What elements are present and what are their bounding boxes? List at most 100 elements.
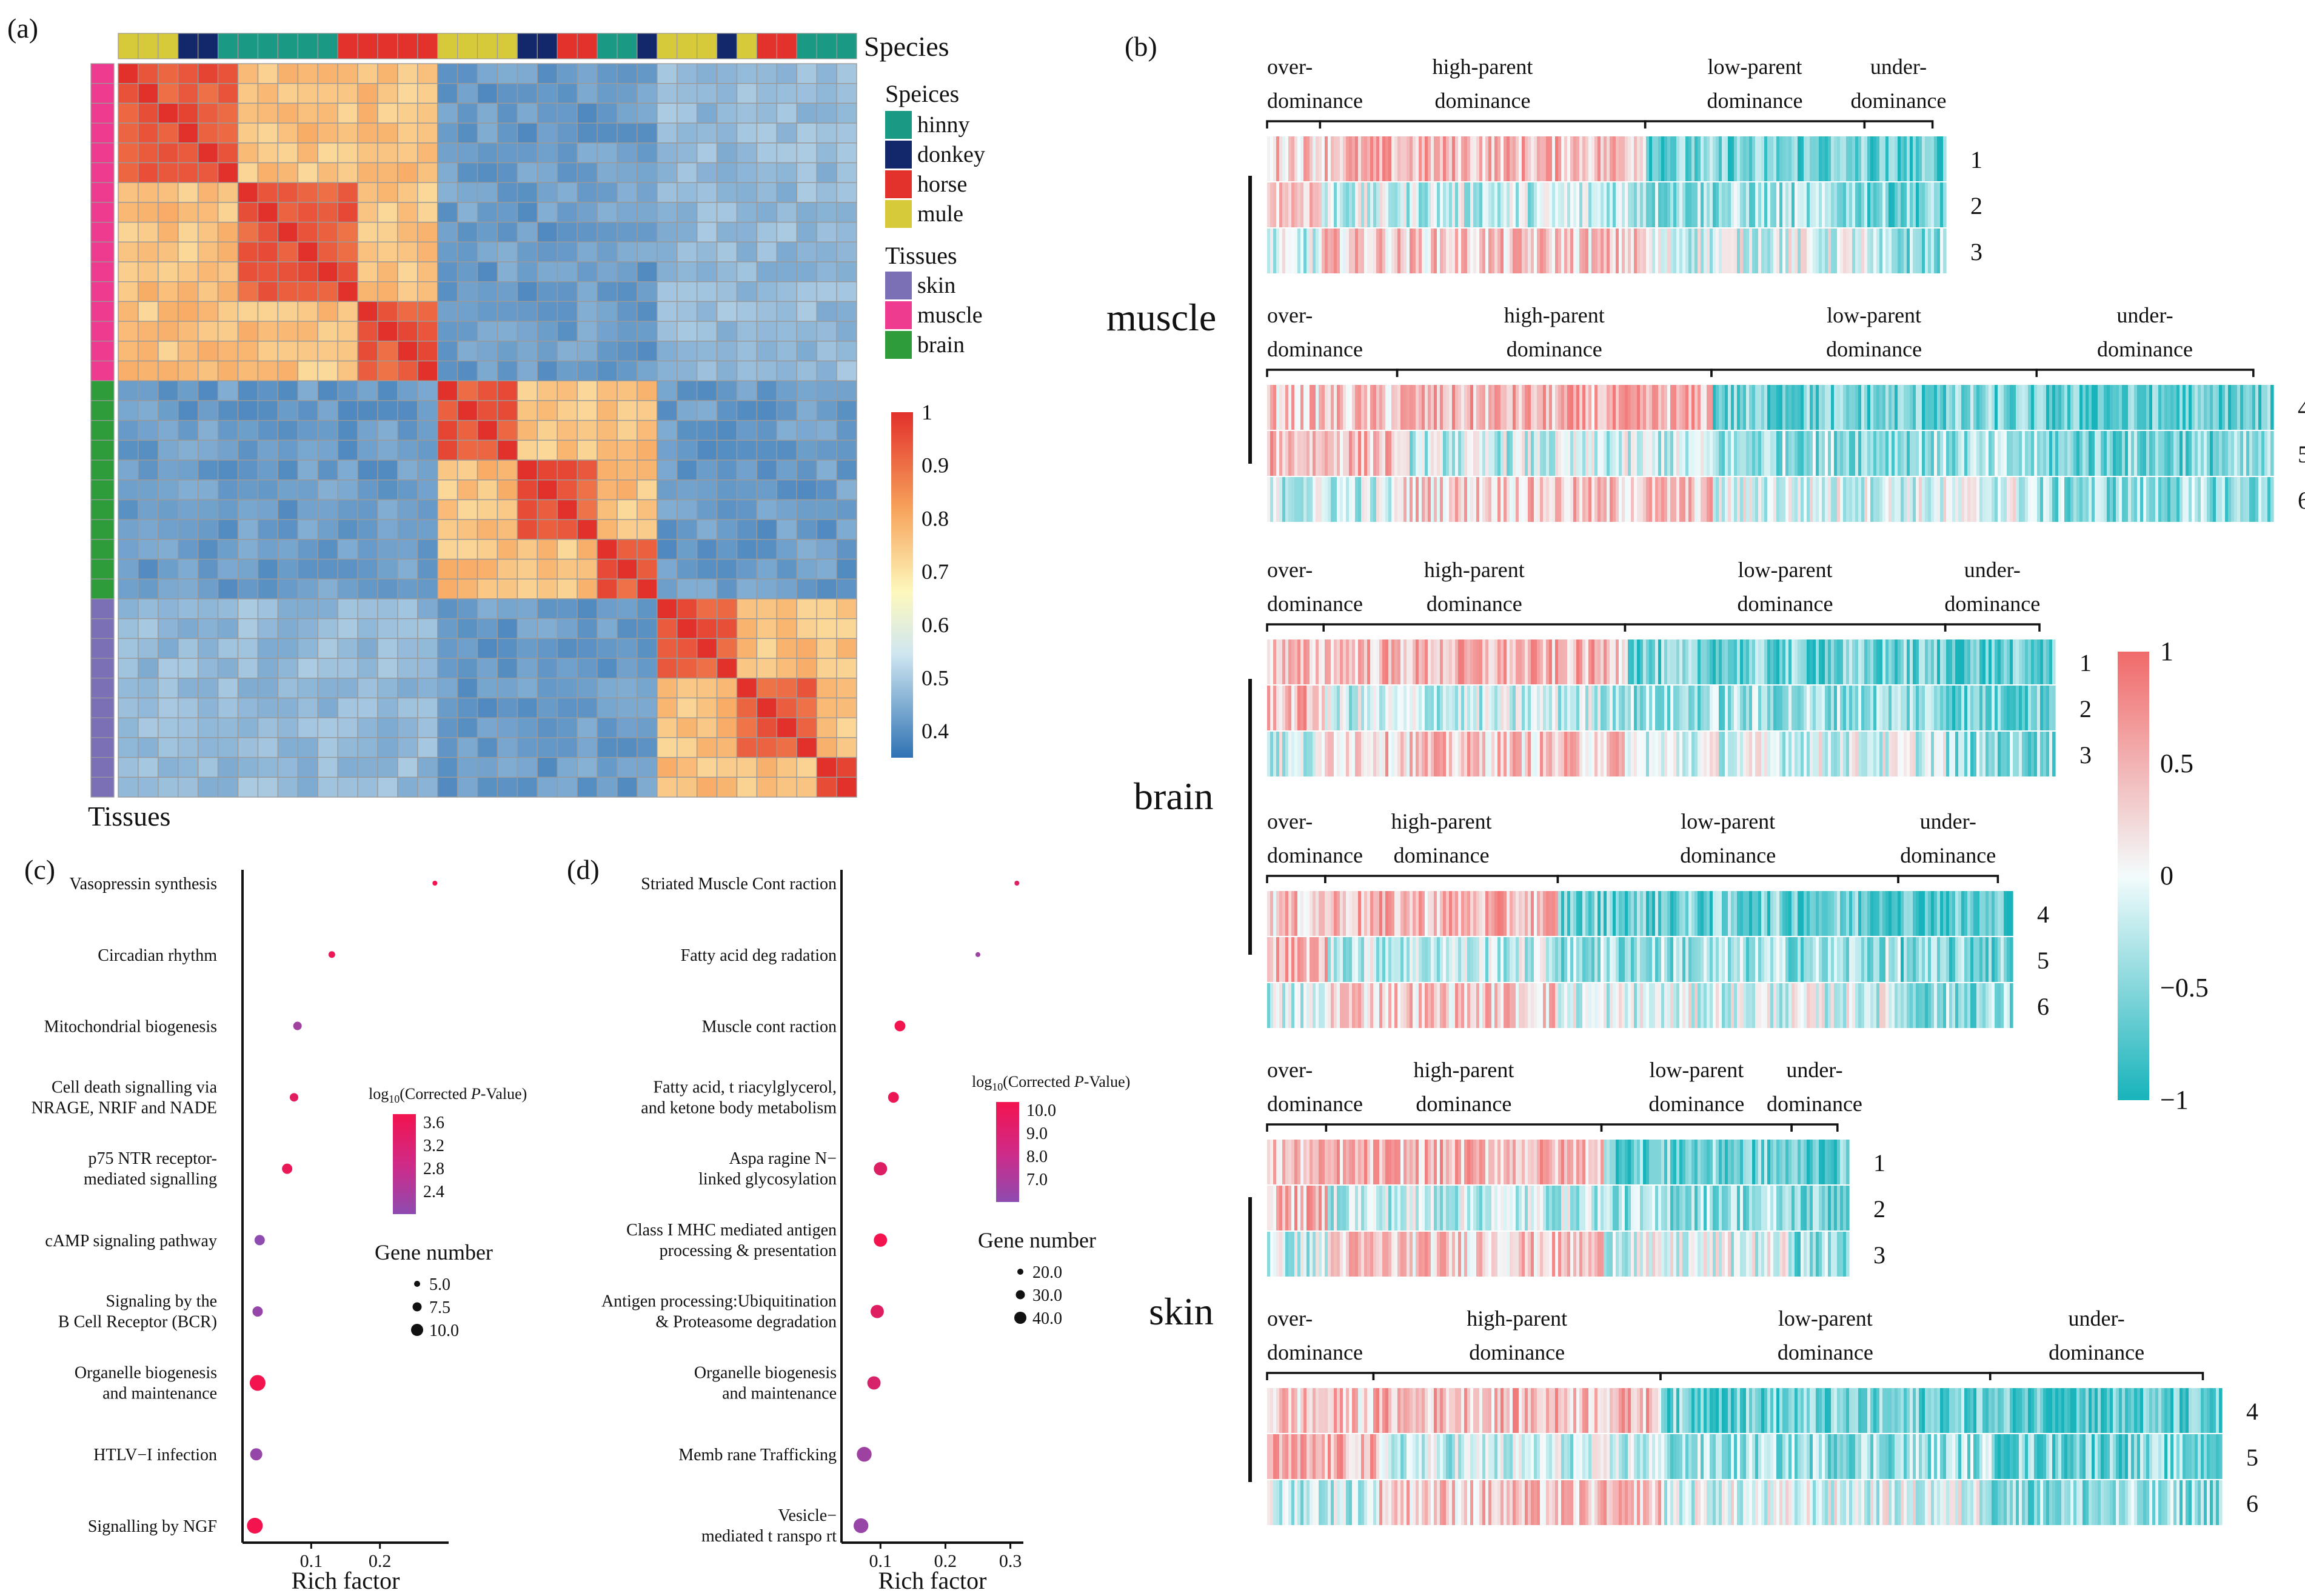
heatmap-cell bbox=[277, 558, 298, 579]
heat-strip-cell bbox=[1888, 686, 1892, 730]
heatmap-cell bbox=[517, 756, 538, 778]
heatmap-cell bbox=[158, 479, 179, 501]
heat-strip-cell bbox=[1773, 385, 1777, 430]
heatmap-cell bbox=[816, 776, 837, 798]
heat-strip-cell bbox=[2052, 686, 2056, 730]
heat-strip-cell bbox=[1779, 385, 1783, 430]
heat-strip-cell bbox=[1500, 732, 1504, 776]
heatmap-cell bbox=[657, 678, 678, 699]
heat-strip-cell bbox=[1892, 136, 1895, 181]
heat-strip-cell bbox=[1510, 182, 1513, 227]
heatmap-cell bbox=[557, 479, 578, 501]
heat-strip-cell bbox=[1616, 891, 1619, 936]
heat-strip-cell bbox=[1922, 983, 1925, 1028]
heat-strip-cell bbox=[1567, 229, 1571, 273]
heatmap-cell bbox=[796, 202, 817, 223]
heat-strip-row bbox=[1267, 891, 2013, 936]
heat-strip-cell bbox=[1385, 182, 1389, 227]
heat-strip-cell bbox=[1285, 229, 1289, 273]
heat-strip-cell bbox=[1764, 732, 1768, 776]
heat-strip-cell bbox=[2043, 732, 2047, 776]
heat-strip-cell bbox=[2095, 477, 2098, 522]
heat-strip-cell bbox=[1316, 182, 1319, 227]
heat-strip-cell bbox=[1892, 385, 1895, 430]
heat-strip-cell bbox=[1303, 891, 1307, 936]
heatmap-cell bbox=[577, 598, 598, 619]
heatmap-cell bbox=[517, 499, 538, 520]
heat-strip-cell bbox=[1637, 385, 1641, 430]
heat-strip-cell bbox=[1543, 983, 1547, 1028]
heat-strip-cell bbox=[1276, 477, 1280, 522]
heat-strip-cell bbox=[2270, 477, 2274, 522]
heatmap-cell bbox=[158, 499, 179, 520]
heat-strip-cell bbox=[1504, 431, 1507, 476]
heat-strip-cell bbox=[1670, 639, 1674, 684]
heat-strip-cell bbox=[1594, 477, 1598, 522]
heatmap-cell bbox=[158, 658, 179, 679]
heat-strip-cell bbox=[1934, 937, 1938, 982]
heatmap-cell bbox=[237, 63, 259, 84]
heatmap-cell bbox=[297, 756, 318, 778]
heat-strip-cell bbox=[1855, 431, 1859, 476]
heatmap-cell bbox=[796, 638, 817, 659]
heatmap-cell bbox=[277, 202, 298, 223]
species-annotation-cell bbox=[178, 33, 199, 59]
heatmap-cell bbox=[178, 419, 199, 441]
heat-strip-cell bbox=[1452, 136, 1456, 181]
heat-strip-cell bbox=[1619, 891, 1622, 936]
heatmap-cell bbox=[197, 341, 219, 362]
heat-strip-cell bbox=[1646, 732, 1650, 776]
heat-strip-cell bbox=[1491, 229, 1495, 273]
heat-strip-cell bbox=[1546, 891, 1550, 936]
heat-strip-cell bbox=[1643, 385, 1647, 430]
heatmap-cell bbox=[357, 281, 378, 302]
heatmap-cell bbox=[357, 737, 378, 758]
heat-strip-cell bbox=[1986, 477, 1989, 522]
heat-strip-cell bbox=[1707, 732, 1710, 776]
heatmap-cell bbox=[597, 221, 618, 243]
heat-strip-cell bbox=[1458, 686, 1462, 730]
heat-strip-cell bbox=[1986, 937, 1989, 982]
heat-strip-cell bbox=[1776, 182, 1780, 227]
heat-strip-cell bbox=[1791, 477, 1795, 522]
heatmap-cell bbox=[756, 341, 778, 362]
heat-strip-cell bbox=[1476, 639, 1480, 684]
heatmap-cell bbox=[437, 122, 458, 144]
heat-strip-cell bbox=[1343, 686, 1347, 730]
heatmap-cell bbox=[217, 756, 239, 778]
heat-strip-cell bbox=[2131, 477, 2135, 522]
heatmap-cell bbox=[816, 658, 837, 679]
heat-strip-cell bbox=[1707, 1140, 1710, 1184]
heat-strip-cell bbox=[1764, 639, 1768, 684]
heat-strip-cell bbox=[1388, 136, 1392, 181]
heat-strip-cell bbox=[1588, 385, 1592, 430]
heat-strip-cell bbox=[1561, 477, 1565, 522]
heat-strip-cell bbox=[1525, 686, 1528, 730]
heat-strip-cell bbox=[1461, 182, 1465, 227]
heat-strip-cell bbox=[1519, 732, 1522, 776]
heat-strip-cell bbox=[1867, 229, 1871, 273]
heat-strip-cell bbox=[1937, 136, 1941, 181]
heatmap-cell bbox=[736, 221, 758, 243]
heat-strip-cell bbox=[2010, 937, 2013, 982]
heat-strip-cell bbox=[1670, 229, 1674, 273]
heat-strip-cell bbox=[1928, 639, 1932, 684]
section-bracket bbox=[1644, 120, 1866, 129]
heat-strip-cell bbox=[1834, 732, 1838, 776]
heat-strip-cell bbox=[1961, 686, 1965, 730]
heat-strip-cell bbox=[1879, 477, 1883, 522]
heat-strip-cell bbox=[1828, 431, 1832, 476]
heat-strip-cell bbox=[1543, 477, 1547, 522]
heat-strip-cell bbox=[2079, 385, 2083, 430]
heat-strip-cell bbox=[1334, 983, 1337, 1028]
heat-strip-cell bbox=[1576, 385, 1580, 430]
heatmap-cell bbox=[197, 439, 219, 461]
heat-strip-cell bbox=[1622, 983, 1625, 1028]
heat-strip-cell bbox=[1649, 937, 1653, 982]
heat-strip-cell bbox=[1567, 732, 1571, 776]
heat-strip-cell bbox=[1904, 229, 1907, 273]
heat-strip-cell bbox=[1585, 477, 1589, 522]
heat-strip-cell bbox=[2013, 385, 2016, 430]
heatmap-cell bbox=[796, 539, 817, 560]
heat-strip-cell bbox=[1676, 136, 1680, 181]
